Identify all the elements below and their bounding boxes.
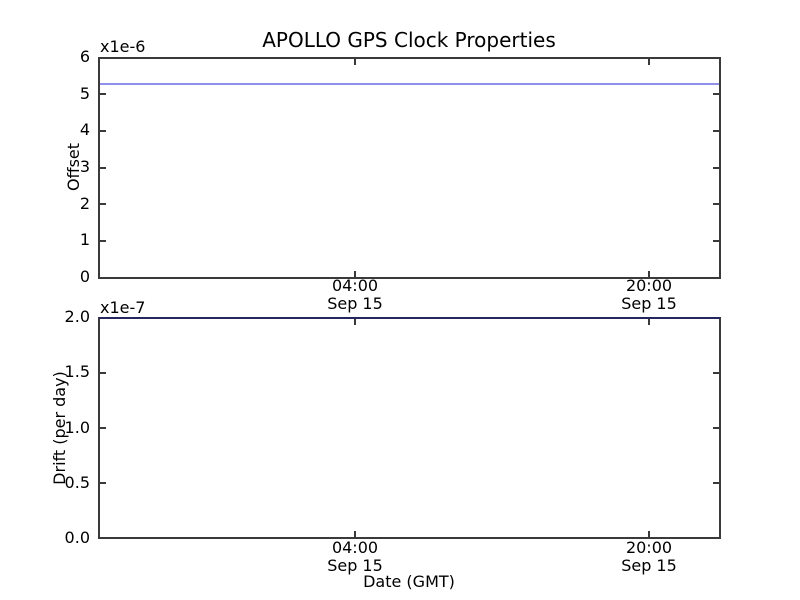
ytick-label: 1.0 [64,418,90,437]
ytick-label: 2.0 [64,307,90,326]
tick-mark [713,93,719,95]
tick-mark [648,319,650,325]
xtick-label: 04:00 Sep 15 [295,277,415,313]
y-scale-offset-text-top: x1e-6 [100,37,146,56]
tick-mark [100,203,106,205]
x-axis-label-date: Date (GMT) [363,572,455,591]
tick-mark [713,427,719,429]
tick-mark [100,130,106,132]
tick-mark [100,482,106,484]
xtick-label: 04:00 Sep 15 [295,539,415,575]
y-scale-offset-text-bottom: x1e-7 [100,298,146,317]
tick-mark [100,427,106,429]
xtick-label: 20:00 Sep 15 [589,539,709,575]
offset-data-line [100,83,719,85]
tick-mark [100,240,106,242]
tick-mark [648,271,650,277]
ytick-label: 1.5 [64,362,90,381]
tick-mark [713,240,719,242]
ytick-label: 4 [79,120,90,139]
tick-mark [100,167,106,169]
xtick-date: Sep 15 [327,294,383,313]
xtick-date: Sep 15 [621,556,677,575]
tick-mark [713,203,719,205]
ytick-label: 0 [79,267,90,286]
tick-mark [713,167,719,169]
tick-mark [100,93,106,95]
xtick-date: Sep 15 [327,556,383,575]
tick-mark [100,372,106,374]
xtick-time: 20:00 [625,276,673,295]
xtick-time: 20:00 [625,538,673,557]
drift-plot-area [98,317,721,539]
tick-mark [354,531,356,537]
tick-mark [354,271,356,277]
tick-mark [713,372,719,374]
tick-mark [648,531,650,537]
tick-mark [713,482,719,484]
ytick-label: 5 [79,84,90,103]
tick-mark [354,319,356,325]
chart-title: APOLLO GPS Clock Properties [262,28,556,52]
xtick-time: 04:00 [331,538,379,557]
ytick-label: 2 [79,194,90,213]
ytick-label: 1 [79,230,90,249]
ytick-label: 0.5 [64,473,90,492]
ytick-label: 3 [79,157,90,176]
tick-mark [354,59,356,65]
xtick-label: 20:00 Sep 15 [589,277,709,313]
tick-mark [648,59,650,65]
tick-mark [713,130,719,132]
xtick-time: 04:00 [331,276,379,295]
ytick-label: 6 [79,47,90,66]
ytick-label: 0.0 [64,528,90,547]
offset-plot-area [98,57,721,279]
xtick-date: Sep 15 [621,294,677,313]
